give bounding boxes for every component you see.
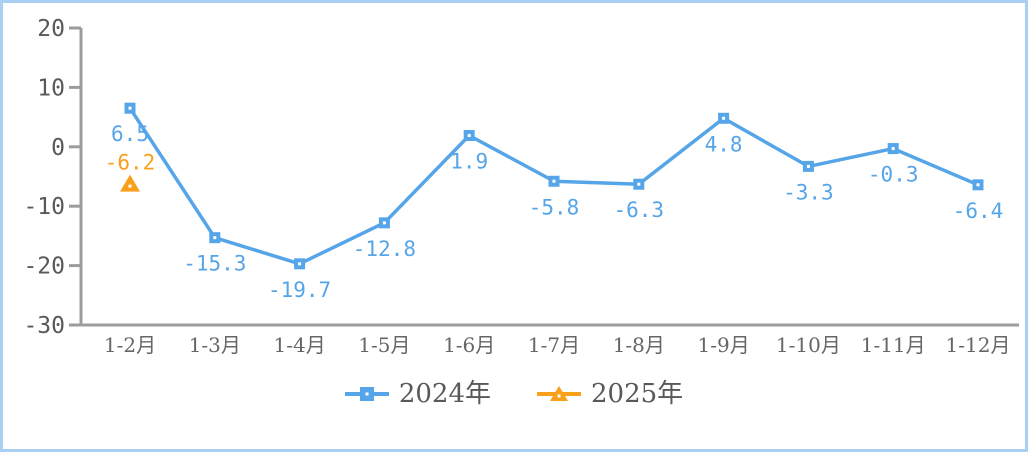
x-axis-label: 1-12月: [946, 333, 1011, 357]
y-axis-tick-label: -20: [23, 254, 65, 280]
x-axis-label: 1-10月: [776, 333, 841, 357]
legend-label-2025: 2025年: [591, 379, 684, 409]
data-point-marker-dot: [467, 134, 471, 138]
x-axis-label: 1-5月: [358, 333, 410, 357]
legend-marker-triangle-icon: [537, 386, 581, 401]
y-axis-tick-label: 20: [37, 16, 65, 42]
x-axis-label: 1-4月: [273, 333, 325, 357]
legend-marker-square-icon: [344, 387, 389, 401]
data-point-label: -6.4: [953, 199, 1004, 223]
data-point-marker-dot: [128, 184, 132, 188]
data-point-label: -6.3: [614, 198, 665, 222]
data-point-marker-dot: [213, 236, 217, 240]
data-point-marker-dot: [128, 106, 132, 110]
x-axis-label: 1-6月: [443, 333, 495, 357]
data-point-label: -5.8: [529, 195, 580, 219]
y-axis-tick-label: -30: [23, 313, 65, 339]
data-point-marker-dot: [891, 147, 895, 151]
data-point-marker-dot: [552, 179, 556, 183]
legend-item-2025: 2025年: [537, 381, 683, 407]
x-axis-label: 1-2月: [104, 333, 156, 357]
legend-item-2024: 2024年: [344, 379, 491, 409]
data-point-marker-dot: [298, 262, 302, 266]
data-point-label: -15.3: [183, 252, 246, 276]
data-point-marker: [120, 174, 140, 192]
data-point-label: -12.8: [353, 237, 416, 261]
data-point-marker-dot: [806, 164, 810, 168]
x-axis-label: 1-9月: [697, 333, 749, 357]
y-axis-tick-label: 0: [51, 135, 65, 161]
data-point-label: -0.3: [868, 163, 919, 187]
y-axis-tick-label: -10: [23, 194, 65, 220]
data-point-label: -6.2: [105, 151, 156, 175]
chart-canvas: 20 10 0 -10 -20 -30 1-2月 1-3月 1-4月 1-5月 1-6月 1-7月 1-…: [23, 16, 1019, 357]
x-axis-label: 1-11月: [861, 333, 926, 357]
data-point-marker-dot: [722, 116, 726, 120]
data-point-marker-dot: [382, 221, 386, 225]
data-point-label: 4.8: [705, 132, 743, 156]
data-point-label: 6.5: [111, 122, 149, 146]
y-axis-tick-label: 10: [37, 75, 65, 101]
data-point-marker-dot: [637, 182, 641, 186]
data-point-marker-dot: [976, 183, 980, 187]
x-axis-label: 1-8月: [613, 333, 665, 357]
legend-label-2024: 2024年: [398, 379, 491, 409]
data-point-label: 1.9: [450, 150, 488, 174]
data-point-label: -3.3: [783, 180, 834, 204]
x-axis-label: 1-3月: [189, 333, 241, 357]
chart-legend: 2024年 2025年: [3, 381, 1025, 407]
x-axis-label: 1-7月: [528, 333, 580, 357]
data-point-label: -19.7: [268, 278, 331, 302]
